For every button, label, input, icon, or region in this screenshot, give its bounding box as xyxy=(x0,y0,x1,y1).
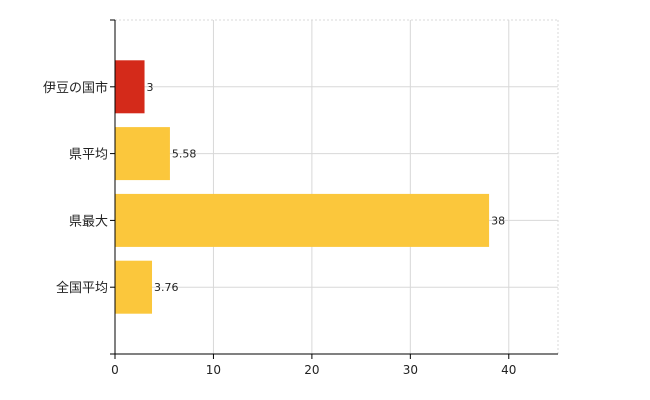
x-tick-label-3: 30 xyxy=(403,363,418,377)
data-label-0: 3 xyxy=(147,81,154,94)
data-label-3: 3.76 xyxy=(154,281,179,294)
axes xyxy=(110,19,558,359)
data-label-1: 5.58 xyxy=(172,148,197,161)
x-tick-label-0: 0 xyxy=(111,363,119,377)
bar-2 xyxy=(115,193,490,247)
category-label-2: 県最大 xyxy=(69,214,108,229)
bar-3 xyxy=(115,260,153,314)
category-label-0: 伊豆の国市 xyxy=(43,80,108,96)
bar-1 xyxy=(115,127,170,181)
data-label-2: 38 xyxy=(491,214,505,227)
category-label-3: 全国平均 xyxy=(56,280,108,296)
grid-lines xyxy=(115,19,559,354)
x-tick-label-1: 10 xyxy=(206,363,221,377)
bar-0 xyxy=(115,60,145,114)
x-tick-label-2: 20 xyxy=(304,363,319,377)
bars xyxy=(115,60,490,314)
x-tick-label-4: 40 xyxy=(501,363,516,377)
category-label-1: 県平均 xyxy=(69,148,108,163)
